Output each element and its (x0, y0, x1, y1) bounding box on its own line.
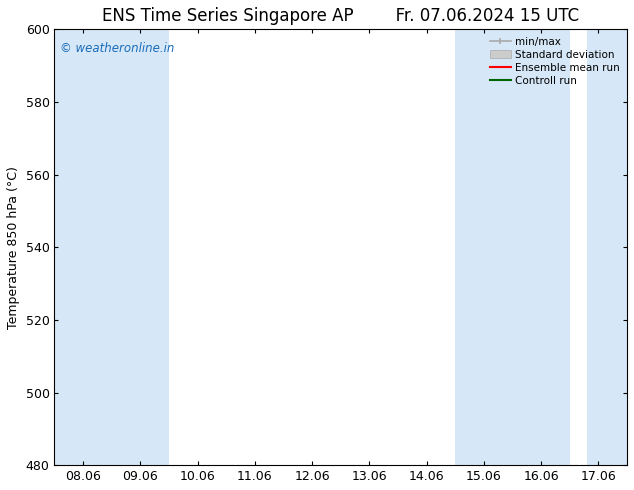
Legend: min/max, Standard deviation, Ensemble mean run, Controll run: min/max, Standard deviation, Ensemble me… (488, 34, 622, 88)
Y-axis label: Temperature 850 hPa (°C): Temperature 850 hPa (°C) (7, 166, 20, 329)
Title: ENS Time Series Singapore AP        Fr. 07.06.2024 15 UTC: ENS Time Series Singapore AP Fr. 07.06.2… (102, 7, 579, 25)
Bar (587, 29, 627, 465)
Bar (55, 29, 169, 465)
Bar (455, 29, 570, 465)
Text: © weatheronline.in: © weatheronline.in (60, 42, 174, 55)
